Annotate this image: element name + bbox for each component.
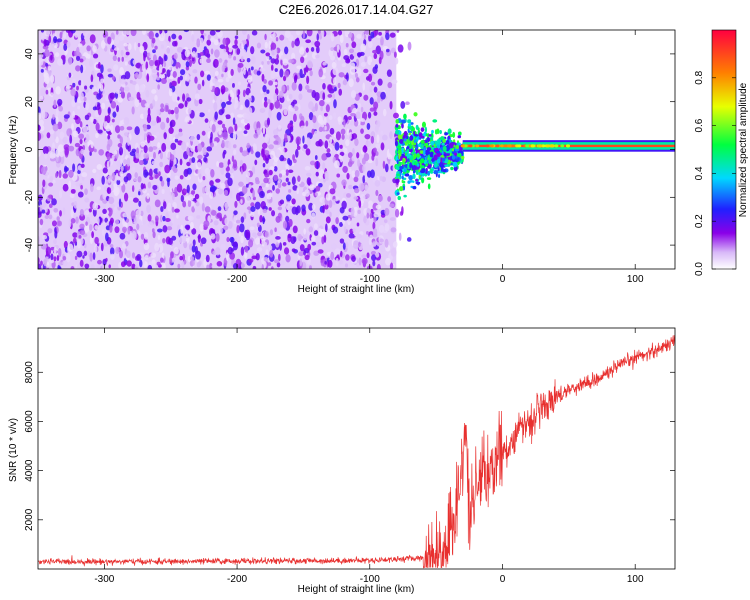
colorbar-ticks: 0.0 0.2 0.4 0.6 0.8 <box>694 70 736 276</box>
snr-y-label: SNR (10 * v/v) <box>8 418 19 482</box>
x-tick-label: 0 <box>500 274 506 285</box>
x-tick-label: 100 <box>627 274 644 285</box>
colorbar-tick-label: 0.4 <box>694 166 705 180</box>
y-tick-label: -40 <box>24 237 35 252</box>
x-tick-label: -300 <box>94 274 114 285</box>
y-tick-label: 4000 <box>24 459 35 482</box>
snr-panel: -300 -200 -100 0 100 2000 4000 6000 8000 Height … <box>8 327 676 595</box>
colorbar-gradient <box>711 29 737 270</box>
y-tick-label: 40 <box>24 48 35 60</box>
spectrogram-y-label: Frequency (Hz) <box>8 116 19 185</box>
colorbar-tick-label: 0.0 <box>694 262 705 276</box>
y-tick-label: 0 <box>24 146 35 152</box>
y-tick-label: 6000 <box>24 410 35 433</box>
x-tick-label: 100 <box>627 574 644 585</box>
y-tick-label: -20 <box>24 190 35 205</box>
x-tick-label: -200 <box>227 574 247 585</box>
colorbar-label: Normalized spectral amplitude <box>738 82 749 217</box>
snr-frame <box>37 327 676 570</box>
chart-title: C2E6.2026.017.14.04.G27 <box>279 2 434 17</box>
x-tick-label: -100 <box>360 574 380 585</box>
x-tick-label: 0 <box>500 574 506 585</box>
snr-axes: -300 -200 -100 0 100 2000 4000 6000 8000 <box>24 328 675 585</box>
colorbar: 0.0 0.2 0.4 0.6 0.8 Normalized spectral ampl… <box>694 29 749 276</box>
x-tick-label: -300 <box>94 574 114 585</box>
snr-x-label: Height of straight line (km) <box>298 584 415 595</box>
y-tick-label: 8000 <box>24 361 35 384</box>
spectrogram-heatmap <box>38 30 675 269</box>
x-tick-label: -100 <box>360 274 380 285</box>
colorbar-tick-label: 0.6 <box>694 118 705 132</box>
colorbar-tick-label: 0.2 <box>694 214 705 228</box>
colorbar-tick-label: 0.8 <box>694 70 705 84</box>
y-tick-label: 20 <box>24 96 35 108</box>
y-tick-label: 2000 <box>24 508 35 531</box>
x-tick-label: -200 <box>227 274 247 285</box>
snr-series-line <box>38 334 675 569</box>
spectrogram-x-label: Height of straight line (km) <box>298 284 415 295</box>
